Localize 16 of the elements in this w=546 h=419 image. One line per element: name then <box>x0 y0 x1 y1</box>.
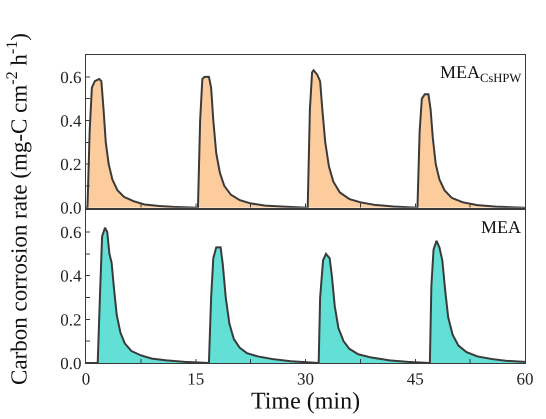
x-tick-label: 45 <box>406 370 424 388</box>
x-tick-label: 15 <box>187 370 204 388</box>
y-tick-label: 0.2 <box>60 155 82 174</box>
y-tick-label: 0.4 <box>60 266 82 286</box>
x-tick-label: 30 <box>297 370 314 388</box>
annotation: MEA$_{CsHPW}$ <box>440 62 522 85</box>
annotation: MEA <box>481 217 521 237</box>
y-tick-label: 0.6 <box>60 68 82 87</box>
y-tick-label: 0.0 <box>60 354 82 373</box>
x-tick-label: 0 <box>82 370 90 388</box>
y-tick-label: 0.0 <box>60 198 82 218</box>
y-tick-label: 0.6 <box>60 223 82 242</box>
y-tick-label: 0.2 <box>60 310 82 330</box>
x-tick-label: 60 <box>516 370 534 388</box>
x-axis-title: Time (min) <box>250 388 360 414</box>
y-tick-label: 0.4 <box>60 111 82 130</box>
